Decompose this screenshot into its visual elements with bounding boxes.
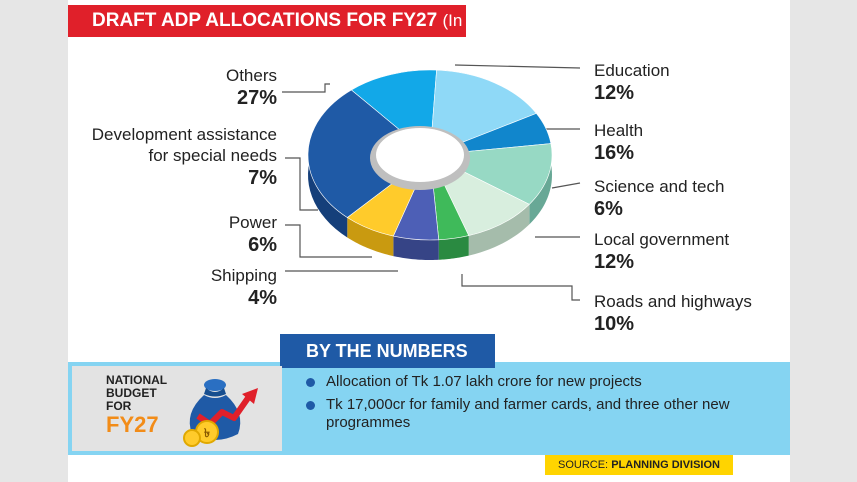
label-localgov-pct: 12%: [594, 251, 635, 273]
slice-side-local-government: [529, 143, 552, 225]
source-badge: SOURCE: PLANNING DIVISION: [545, 455, 733, 475]
by-the-numbers-heading: BY THE NUMBERS: [280, 334, 495, 368]
bullet-icon: [306, 378, 315, 387]
leader-roads: [461, 274, 580, 301]
label-health-name: Health: [594, 121, 644, 140]
label-roads: Roads and highways 10%: [594, 291, 752, 336]
label-power-pct: 6%: [248, 234, 277, 256]
slice-side-development-assistance-for-special-needs: [347, 217, 394, 257]
leader-power: [285, 224, 372, 258]
budget-card-text: NATIONAL BUDGET FOR FY27: [106, 374, 167, 437]
label-education-pct: 12%: [594, 82, 635, 104]
budget-card-line4: FY27: [106, 412, 159, 437]
numbers-item-2: Tk 17,000cr for family and farmer cards,…: [326, 396, 730, 431]
label-devassist: Development assistance for special needs…: [92, 124, 277, 190]
label-shipping-name: Shipping: [210, 266, 277, 285]
svg-text:৳: ৳: [204, 426, 210, 440]
numbers-item-1: Allocation of Tk 1.07 lakh crore for new…: [326, 373, 642, 390]
label-education: Education 12%: [594, 60, 670, 105]
right-margin: [790, 0, 857, 482]
label-science: Science and tech 6%: [594, 176, 724, 221]
slice-side-roads-and-highways: [468, 204, 530, 256]
slice-side-power: [393, 236, 439, 260]
budget-card-line2: BUDGET: [106, 386, 157, 400]
label-roads-name: Roads and highways: [594, 292, 752, 311]
leader-education: [454, 64, 581, 69]
numbers-list: Allocation of Tk 1.07 lakh crore for new…: [300, 373, 775, 437]
leader-devassist: [285, 157, 318, 211]
slice-health: [429, 69, 537, 156]
leader-others: [282, 83, 330, 93]
budget-card-line1: NATIONAL: [106, 373, 168, 387]
slice-others: [307, 89, 431, 218]
source-prefix: SOURCE:: [558, 459, 609, 471]
label-science-name: Science and tech: [594, 177, 725, 196]
source-name: PLANNING DIVISION: [611, 459, 720, 471]
donut-hole: [376, 128, 464, 182]
left-margin: [0, 0, 68, 482]
slice-side-shipping: [438, 235, 469, 260]
label-health-pct: 16%: [594, 142, 635, 164]
bullet-icon: [306, 401, 315, 410]
money-bag-icon: ৳: [183, 379, 258, 447]
label-power: Power 6%: [229, 212, 277, 257]
list-item: Tk 17,000cr for family and farmer cards,…: [300, 396, 775, 432]
label-science-pct: 6%: [594, 198, 623, 220]
label-others-pct: 27%: [236, 87, 277, 109]
label-others: Others 27%: [226, 65, 277, 110]
budget-card: [72, 366, 282, 451]
label-roads-pct: 10%: [594, 313, 635, 335]
label-power-name: Power: [228, 213, 277, 232]
label-devassist-pct: 7%: [248, 167, 277, 189]
label-devassist-line1: Development assistance: [91, 125, 277, 144]
label-localgov-name: Local government: [594, 230, 730, 249]
label-shipping: Shipping 4%: [211, 265, 277, 310]
label-localgov: Local government 12%: [594, 229, 729, 274]
label-health: Health 16%: [594, 120, 643, 165]
chart-title-bar: DRAFT ADP ALLOCATIONS FOR FY27 (In %): [68, 5, 488, 37]
leader-science: [551, 182, 581, 189]
budget-card-line3: FOR: [106, 399, 132, 413]
label-shipping-pct: 4%: [248, 287, 277, 309]
label-others-name: Others: [225, 66, 277, 85]
label-devassist-line2: for special needs: [148, 146, 277, 165]
chart-title: DRAFT ADP ALLOCATIONS FOR FY27: [92, 10, 438, 31]
list-item: Allocation of Tk 1.07 lakh crore for new…: [300, 373, 775, 391]
chart-unit: (In %): [442, 11, 488, 30]
label-education-name: Education: [594, 61, 670, 80]
